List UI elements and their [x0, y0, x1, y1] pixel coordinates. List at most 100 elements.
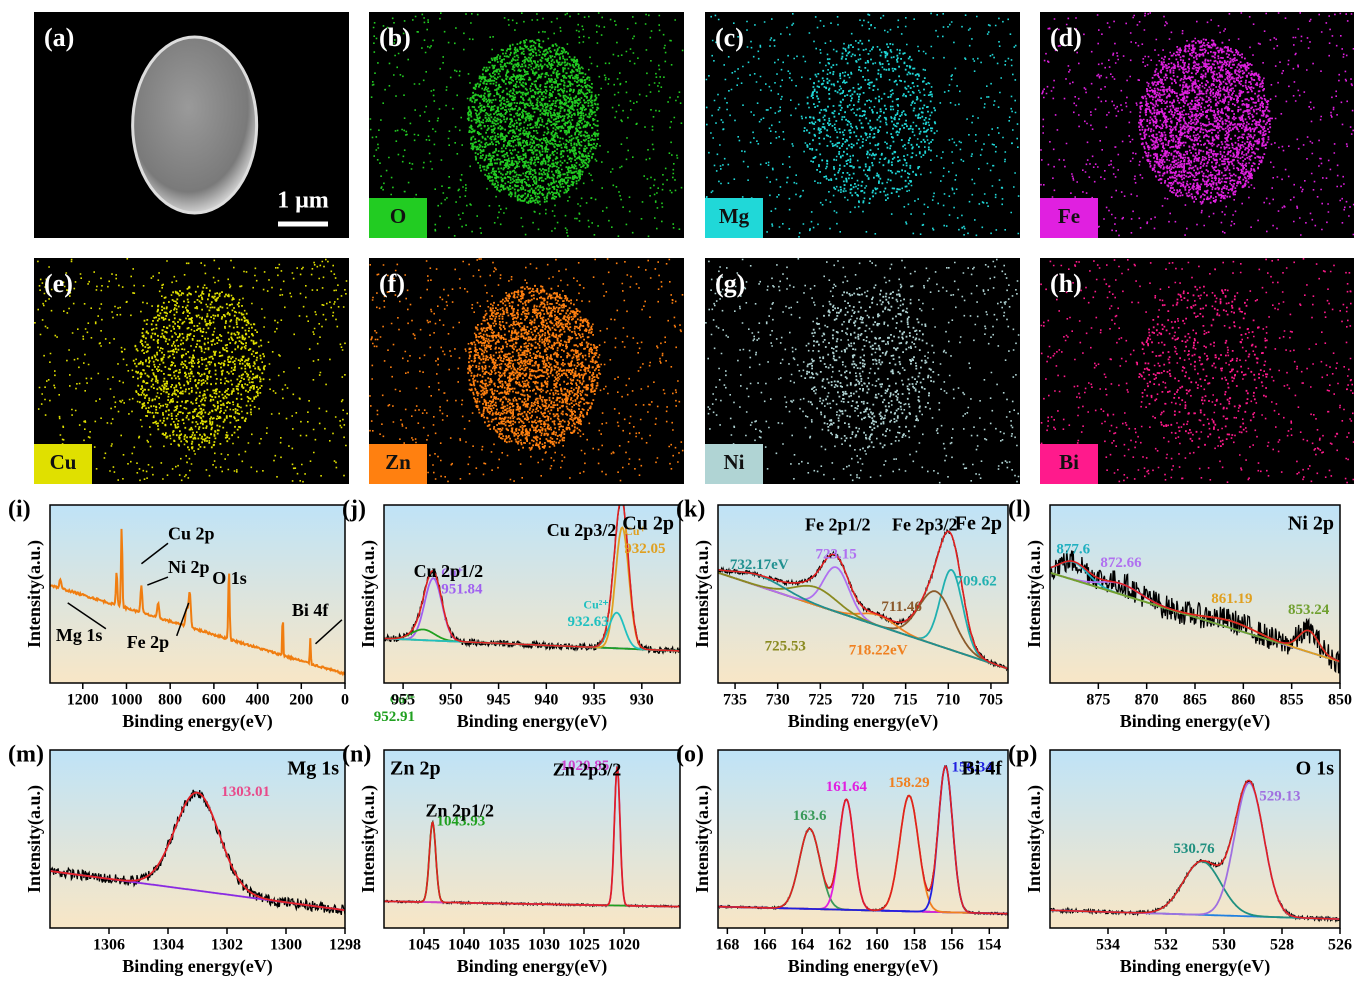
x-tick-label: 526: [1328, 937, 1352, 954]
x-tick-label: 725: [808, 692, 832, 709]
x-tick-label: 0: [341, 692, 349, 709]
panel-title: Zn 2p: [390, 758, 441, 780]
annotation-arrow: [67, 602, 107, 630]
plot-lines: [718, 528, 1008, 672]
x-axis-label: Binding energy(eV): [122, 711, 273, 732]
peak-name: Cu⁺: [624, 524, 646, 538]
fit-envelope: [1050, 560, 1340, 663]
peak-name: Cu²⁺: [583, 597, 608, 611]
element-label: Fe: [1058, 204, 1080, 228]
fit-envelope: [384, 766, 680, 908]
annotation: Bi 4f: [292, 600, 330, 620]
annotation: Cu 2p3/2: [547, 520, 617, 540]
panel-label: (e): [44, 269, 73, 298]
peak-name: Cu⁺: [441, 565, 463, 579]
y-axis-label: Intensity(a.u.): [692, 540, 713, 648]
peak-label: 951.84: [441, 582, 483, 598]
annotation-arrow: [147, 576, 169, 586]
plot-lines: [384, 505, 680, 655]
peak-label: 853.24: [1288, 602, 1330, 618]
x-tick-label: 730: [766, 692, 790, 709]
peak-label: 932.63: [567, 614, 608, 630]
x-tick-label: 860: [1231, 692, 1255, 709]
plot-background: [50, 505, 345, 683]
scale-bar-label: 1 μm: [277, 188, 329, 214]
element-label-box: [369, 198, 427, 238]
x-axis-label: Binding energy(eV): [1120, 711, 1271, 732]
annotation: Zn 2p3/2: [553, 759, 622, 779]
x-tick-label: 154: [977, 937, 1001, 954]
element-label: Ni: [724, 450, 745, 474]
x-tick-label: 800: [158, 692, 182, 709]
x-tick-label: 720: [851, 692, 875, 709]
peak-label: 163.6: [793, 808, 827, 824]
x-tick-label: 532: [1154, 937, 1178, 954]
plot-background: [384, 750, 680, 928]
element-label-box: [1040, 198, 1098, 238]
plot-frame: [383, 749, 681, 929]
x-tick-label: 1298: [329, 937, 361, 954]
plot-frame: [717, 749, 1009, 929]
annotation: Cu 2p1/2: [414, 561, 484, 581]
x-tick-label: 1035: [488, 937, 520, 954]
panel-label: (h): [1050, 269, 1082, 298]
element-label-box: [705, 444, 763, 484]
x-tick-label: 534: [1096, 937, 1120, 954]
x-tick-label: 1020: [608, 937, 640, 954]
x-tick-label: 160: [865, 937, 889, 954]
annotation: Mg 1s: [56, 625, 103, 645]
panel-title: Ni 2p: [1288, 513, 1334, 535]
plot-lines: [50, 789, 345, 916]
fit-envelope: [718, 765, 1008, 915]
y-axis-label: Intensity(a.u.): [1024, 540, 1045, 648]
element-dots: [34, 258, 348, 483]
x-tick-label: 940: [534, 692, 558, 709]
x-tick-label: 935: [582, 692, 606, 709]
x-tick-label: 166: [753, 937, 777, 954]
survey-line: [50, 528, 345, 677]
peak-label: 709.62: [956, 573, 997, 589]
x-tick-label: 715: [894, 692, 918, 709]
x-tick-label: 156: [940, 937, 964, 954]
x-tick-label: 1304: [152, 937, 184, 954]
peak-label: 530.76: [1173, 841, 1215, 857]
annotation: Cu 2p: [168, 523, 215, 543]
x-tick-label: 200: [289, 692, 313, 709]
element-label-box: [34, 444, 92, 484]
plot-frame: [383, 504, 681, 684]
x-tick-label: 1302: [211, 937, 243, 954]
x-axis-label: Binding energy(eV): [457, 956, 608, 977]
x-tick-label: 855: [1280, 692, 1304, 709]
annotation-arrow: [140, 542, 169, 565]
fit-envelope: [1050, 779, 1340, 920]
plot-frame: [1049, 749, 1341, 929]
y-axis-label: Intensity(a.u.): [24, 540, 45, 648]
x-tick-label: 1300: [270, 937, 302, 954]
annotation: Fe 2p1/2: [805, 514, 871, 534]
element-label: Cu: [50, 450, 77, 474]
element-label: O: [390, 204, 406, 228]
plot-background: [1050, 750, 1340, 928]
panel-label: (j): [342, 497, 366, 523]
peak-label: 158.29: [888, 775, 929, 791]
x-axis-label: Binding energy(eV): [788, 711, 939, 732]
panel-label: (b): [379, 23, 411, 52]
annotation-arrow: [175, 602, 190, 637]
y-axis-label: Intensity(a.u.): [358, 540, 379, 648]
x-axis-label: Binding energy(eV): [1120, 956, 1271, 977]
peak-label: 872.66: [1100, 555, 1142, 571]
y-axis-label: Intensity(a.u.): [1024, 785, 1045, 893]
peak-name: Cu²⁺: [390, 692, 415, 706]
element-label-box: [369, 444, 427, 484]
panel-title: Fe 2p: [955, 513, 1002, 535]
x-tick-label: 168: [715, 937, 739, 954]
element-dots: [1040, 258, 1354, 484]
panel-label: (i): [8, 497, 31, 523]
peak-label: 952.91: [374, 709, 415, 725]
panel-label: (a): [44, 23, 74, 52]
plot-lines: [1050, 779, 1340, 923]
x-tick-label: 1045: [408, 937, 440, 954]
x-axis-label: Binding energy(eV): [122, 956, 273, 977]
x-tick-label: 1306: [93, 937, 125, 954]
x-tick-label: 705: [979, 692, 1003, 709]
